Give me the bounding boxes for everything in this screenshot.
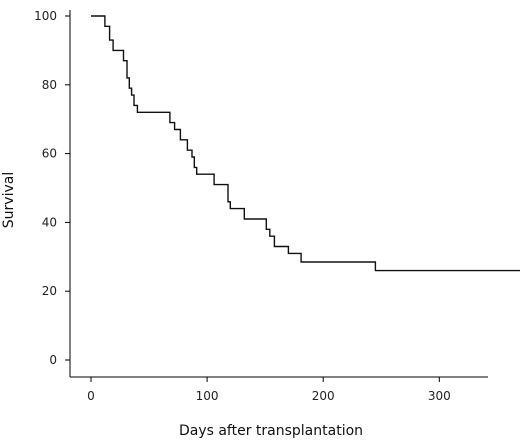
- y-tick-label: 100: [34, 9, 57, 23]
- y-tick-label: 0: [49, 353, 57, 367]
- y-axis: 0 20 40 60 80 100: [34, 9, 71, 377]
- y-tick-label: 80: [42, 78, 57, 92]
- survival-curve: [91, 15, 520, 272]
- x-axis-title: Days after transplantation: [179, 423, 363, 439]
- y-tick-label: 20: [42, 284, 57, 298]
- x-axis: 0 100 200 300: [70, 376, 488, 403]
- x-tick-label: 300: [428, 389, 451, 403]
- x-tick-label: 100: [196, 389, 219, 403]
- plot-area: [91, 15, 520, 272]
- y-axis-title: Survival: [1, 172, 17, 228]
- x-tick-label: 0: [87, 389, 95, 403]
- y-tick-label: 40: [42, 215, 57, 229]
- y-tick-label: 60: [42, 147, 57, 161]
- x-tick-label: 200: [312, 389, 335, 403]
